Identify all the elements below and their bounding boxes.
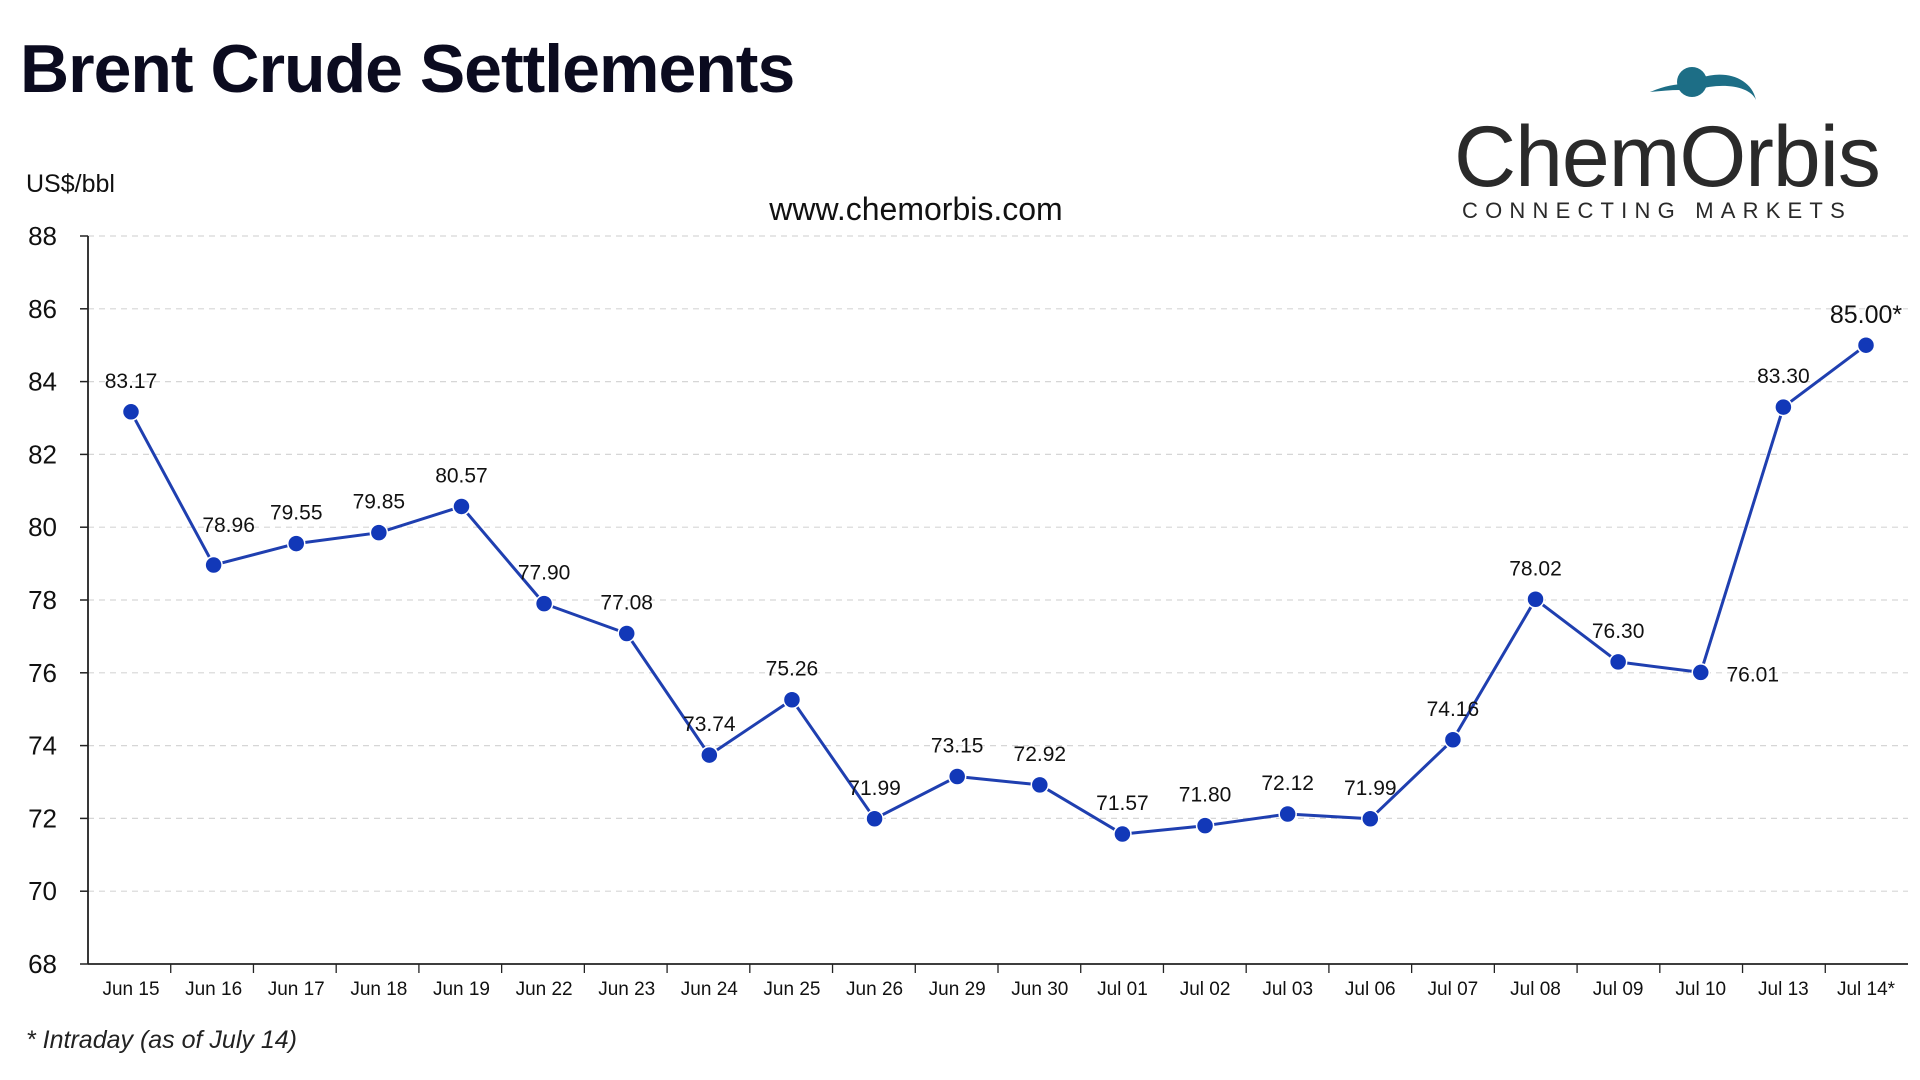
data-label: 75.26	[766, 658, 819, 681]
data-point	[369, 523, 389, 542]
y-tick-label: 84	[28, 367, 57, 397]
data-label: 83.17	[105, 370, 158, 393]
orbit-dot-icon	[1677, 67, 1707, 97]
y-tick-label: 82	[28, 439, 57, 469]
data-label: 76.01	[1726, 663, 1779, 686]
data-point	[1361, 809, 1380, 829]
x-tick-label: Jul 14*	[1837, 979, 1896, 1000]
data-point	[700, 745, 719, 765]
y-tick-label: 88	[28, 221, 57, 251]
data-label: 71.57	[1096, 792, 1149, 815]
y-axis-unit-label: US$/bbl	[26, 170, 115, 198]
data-point	[1608, 652, 1628, 672]
footnote: * Intraday (as of July 14)	[26, 1026, 297, 1054]
x-tick-label: Jun 17	[268, 979, 325, 1000]
data-labels: 83.17 78.96 79.55 79.85 80.57 77.90 77.08 73.74…	[105, 301, 1903, 815]
x-tick-label: Jun 25	[763, 979, 820, 1000]
y-tick-label: 70	[28, 876, 57, 906]
x-tick-label: Jun 16	[185, 979, 242, 1000]
data-point	[204, 555, 223, 575]
x-tick-label: Jul 06	[1345, 979, 1396, 1000]
data-point	[452, 497, 471, 516]
data-label: 71.80	[1179, 784, 1232, 807]
data-points	[121, 335, 1876, 844]
data-point	[1691, 663, 1711, 682]
y-tick-label: 86	[28, 294, 57, 324]
x-tick-label: Jun 18	[350, 979, 407, 1000]
x-tick-label: Jul 08	[1510, 979, 1561, 1000]
data-label: 76.30	[1592, 620, 1645, 643]
x-tick-labels: Jun 15 Jun 16 Jun 17 Jun 18 Jun 19 Jun 22 Jun …	[102, 964, 1896, 1000]
data-point	[1526, 590, 1545, 609]
x-tick-label: Jun 15	[102, 979, 159, 1000]
x-tick-label: Jul 02	[1180, 979, 1231, 1000]
data-point	[1774, 397, 1793, 417]
y-tick-label: 72	[28, 803, 57, 833]
data-label: 85.00*	[1830, 301, 1903, 329]
data-label: 73.15	[931, 735, 984, 758]
y-tick-label: 74	[28, 731, 57, 761]
logo-tagline: CONNECTING MARKETS	[1462, 198, 1852, 223]
y-tick-label: 68	[28, 949, 57, 979]
x-tick-label: Jul 03	[1262, 979, 1313, 1000]
chemorbis-logo: ChemOrbis CONNECTING MARKETS	[1450, 60, 1881, 230]
y-tick-label: 78	[28, 585, 57, 615]
data-label: 79.85	[353, 491, 406, 514]
data-point	[1278, 804, 1297, 824]
x-tick-label: Jun 26	[846, 979, 903, 1000]
data-point	[617, 624, 636, 643]
watermark-url: www.chemorbis.com	[768, 191, 1062, 227]
data-label: 71.99	[848, 777, 901, 800]
chart-title: Brent Crude Settlements	[20, 31, 795, 107]
y-tick-label: 76	[28, 658, 57, 688]
data-point	[286, 534, 306, 553]
x-tick-label: Jun 29	[929, 979, 986, 1000]
data-label: 77.90	[518, 562, 571, 585]
axes	[87, 236, 1908, 965]
data-point	[1443, 730, 1463, 750]
x-tick-label: Jun 23	[598, 979, 655, 1000]
x-tick-label: Jun 30	[1011, 979, 1068, 1000]
grid-lines	[88, 235, 1908, 892]
data-label: 78.96	[202, 514, 255, 537]
data-label: 77.08	[600, 591, 653, 614]
orbit-swoosh-icon	[1650, 67, 1756, 100]
x-tick-label: Jul 09	[1593, 979, 1644, 1000]
data-label: 78.02	[1509, 557, 1562, 580]
data-label: 80.57	[435, 464, 488, 487]
data-label: 74.16	[1427, 698, 1480, 721]
data-label: 71.99	[1344, 777, 1397, 800]
data-point	[1195, 816, 1215, 835]
data-point	[534, 594, 554, 613]
x-tick-label: Jul 01	[1097, 979, 1148, 1000]
data-point	[1030, 775, 1050, 795]
data-label: 83.30	[1757, 365, 1810, 388]
x-tick-label: Jun 22	[516, 979, 573, 1000]
data-label: 72.12	[1261, 772, 1314, 795]
data-point	[782, 690, 802, 709]
series-line	[129, 343, 1867, 836]
x-tick-label: Jul 13	[1758, 979, 1809, 1000]
x-tick-label: Jun 24	[681, 979, 738, 1000]
data-point	[947, 767, 967, 786]
x-tick-label: Jun 19	[433, 979, 490, 1000]
y-tick-labels: 68 70 72 74 76 78 80 82 84 86 88	[28, 221, 88, 979]
data-point	[121, 402, 141, 422]
swoosh-tail	[1650, 84, 1686, 92]
x-tick-label: Jul 10	[1675, 979, 1726, 1000]
data-label: 73.74	[683, 713, 736, 736]
data-label: 72.92	[1014, 743, 1067, 766]
logo-wordmark: ChemOrbis	[1454, 109, 1881, 205]
x-tick-label: Jul 07	[1428, 979, 1479, 1000]
y-tick-label: 80	[28, 512, 57, 542]
data-point	[1856, 335, 1876, 355]
data-point	[865, 809, 884, 829]
data-label: 79.55	[270, 502, 323, 525]
data-point	[1113, 824, 1132, 844]
